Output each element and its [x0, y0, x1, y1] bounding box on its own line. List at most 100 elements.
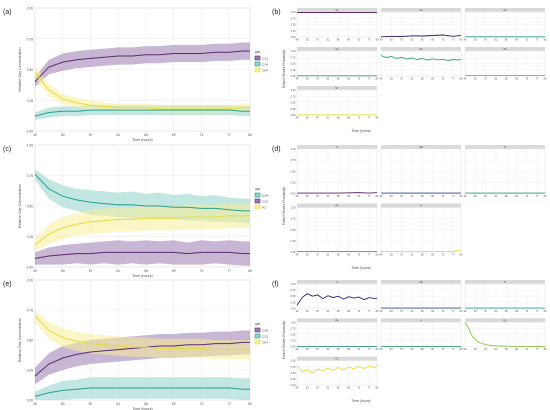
x-tick-label: 61 — [411, 39, 414, 42]
y-tick-label: 0.75 — [291, 17, 296, 20]
facet-strip — [381, 47, 461, 51]
x-tick-label: 49 — [380, 78, 383, 81]
x-tick-label: 73 — [526, 195, 529, 198]
x-tick-label: 77 — [452, 195, 455, 198]
x-axis-label: Time (hours) — [132, 407, 152, 410]
panel-label: (e) — [3, 281, 12, 288]
x-tick-label: 80 — [544, 195, 547, 198]
x-tick-label: 57 — [400, 348, 403, 351]
x-tick-label: 61 — [411, 310, 414, 313]
series-line-co4 — [34, 109, 250, 117]
facet-strip — [297, 356, 377, 361]
y-tick-label: 0.50 — [27, 339, 33, 343]
legend-title: gas — [255, 187, 261, 191]
panel-label: (c) — [3, 146, 11, 153]
x-tick-label: 65 — [337, 310, 340, 313]
x-tick-label: 49 — [296, 387, 299, 390]
facet-strip-label: S5 — [419, 47, 423, 51]
x-tick-label: 73 — [358, 39, 361, 42]
x-tick-label: 69 — [431, 78, 434, 81]
y-tick-label: 0.00 — [291, 114, 296, 117]
facet-s2: S2 49 53 57 61 65 69 73 77 80 — [380, 8, 463, 42]
y-tick-label: 0.00 — [291, 75, 296, 78]
facet-strip-label: A — [420, 318, 422, 322]
x-tick-label: 80 — [376, 117, 379, 120]
x-tick-label: 61 — [495, 78, 498, 81]
x-tick-label: 73 — [200, 402, 204, 406]
y-tick-label: 0.00 — [27, 130, 33, 134]
x-tick-label: 69 — [431, 254, 434, 257]
x-tick-label: 53 — [390, 254, 393, 257]
x-tick-label: 80 — [376, 387, 379, 390]
legend-key — [254, 204, 261, 210]
y-tick-label: 0.75 — [27, 174, 33, 178]
x-tick-label: 69 — [515, 78, 518, 81]
y-axis-label: Failure Modes Probability — [282, 187, 286, 226]
facet-strip — [465, 145, 545, 149]
x-tick-label: 77 — [368, 310, 371, 313]
x-tick-label: 57 — [316, 348, 319, 351]
legend-label: H2 — [262, 206, 266, 210]
x-tick-label: 61 — [327, 254, 330, 257]
x-axis-label: Time (hours) — [351, 266, 370, 270]
facet-d1: D1 49 53 57 61 65 69 73 77 80 — [464, 318, 547, 351]
y-tick-label: 1.00 — [27, 144, 33, 148]
y-tick-label: 0.00 — [27, 399, 33, 403]
facet-strip — [465, 280, 545, 284]
facet-series-line — [464, 322, 545, 347]
x-tick-label: 80 — [376, 78, 379, 81]
x-tick-label: 77 — [227, 133, 231, 137]
x-tick-label: 61 — [327, 117, 330, 120]
x-tick-label: 69 — [347, 387, 350, 390]
facet-strip-label: S7 — [335, 86, 339, 90]
x-tick-label: 49 — [296, 348, 299, 351]
y-tick-label: 0.25 — [27, 369, 33, 373]
x-tick-label: 57 — [484, 195, 487, 198]
x-axis-label: Time (hours) — [132, 138, 152, 142]
x-tick-label: 53 — [306, 254, 309, 257]
facet-strip-label: P — [504, 145, 506, 149]
x-tick-label: 53 — [474, 78, 477, 81]
x-tick-label: 77 — [368, 39, 371, 42]
facet-series-line — [296, 365, 378, 374]
y-tick-label: 0.50 — [291, 102, 296, 105]
x-tick-label: 77 — [368, 348, 371, 351]
x-tick-label: 61 — [327, 78, 330, 81]
x-tick-label: 53 — [390, 39, 393, 42]
x-tick-label: 61 — [411, 195, 414, 198]
y-tick-label: 0.75 — [291, 366, 296, 369]
y-tick-label: 0.25 — [291, 30, 296, 33]
facet-s6: S6 49 53 57 61 65 69 73 77 80 — [464, 47, 547, 81]
x-tick-label: 73 — [358, 117, 361, 120]
facet-strip-label: D2 — [335, 357, 339, 361]
y-tick-label: 1.00 — [291, 360, 296, 363]
facet-s4: S4 0.00 0.25 0.50 0.75 1.00 49 53 57 61 65 69 73 77 80 — [291, 47, 379, 81]
x-tick-label: 53 — [390, 348, 393, 351]
facet-strip — [297, 145, 377, 149]
x-axis-label: Time (hours) — [351, 399, 370, 403]
x-tick-label: 49 — [296, 39, 299, 42]
x-tick-label: 69 — [431, 39, 434, 42]
x-tick-label: 61 — [495, 39, 498, 42]
x-tick-label: 57 — [89, 269, 93, 273]
x-tick-label: 73 — [442, 39, 445, 42]
x-tick-label: 65 — [337, 39, 340, 42]
x-tick-label: 80 — [376, 310, 379, 313]
y-tick-label: 0.50 — [291, 63, 296, 66]
x-tick-label: 61 — [495, 195, 498, 198]
legend-label: CO2 — [262, 57, 269, 61]
facet-strip — [381, 203, 461, 208]
series-line-co4 — [34, 173, 250, 212]
x-tick-label: 77 — [452, 78, 455, 81]
x-tick-label: 61 — [327, 195, 330, 198]
x-tick-label: 65 — [337, 195, 340, 198]
panel-c: 0.00 0.25 0.50 0.75 1.00 49 53 57 61 65 69 73 77 80 Ti… — [18, 144, 269, 279]
x-tick-label: 57 — [484, 78, 487, 81]
x-tick-label: 57 — [484, 348, 487, 351]
x-tick-label: 80 — [460, 310, 463, 313]
x-tick-label: 49 — [296, 117, 299, 120]
x-tick-label: 65 — [337, 348, 340, 351]
legend-key — [254, 333, 261, 339]
x-tick-label: 69 — [347, 254, 350, 257]
x-tick-label: 80 — [460, 39, 463, 42]
